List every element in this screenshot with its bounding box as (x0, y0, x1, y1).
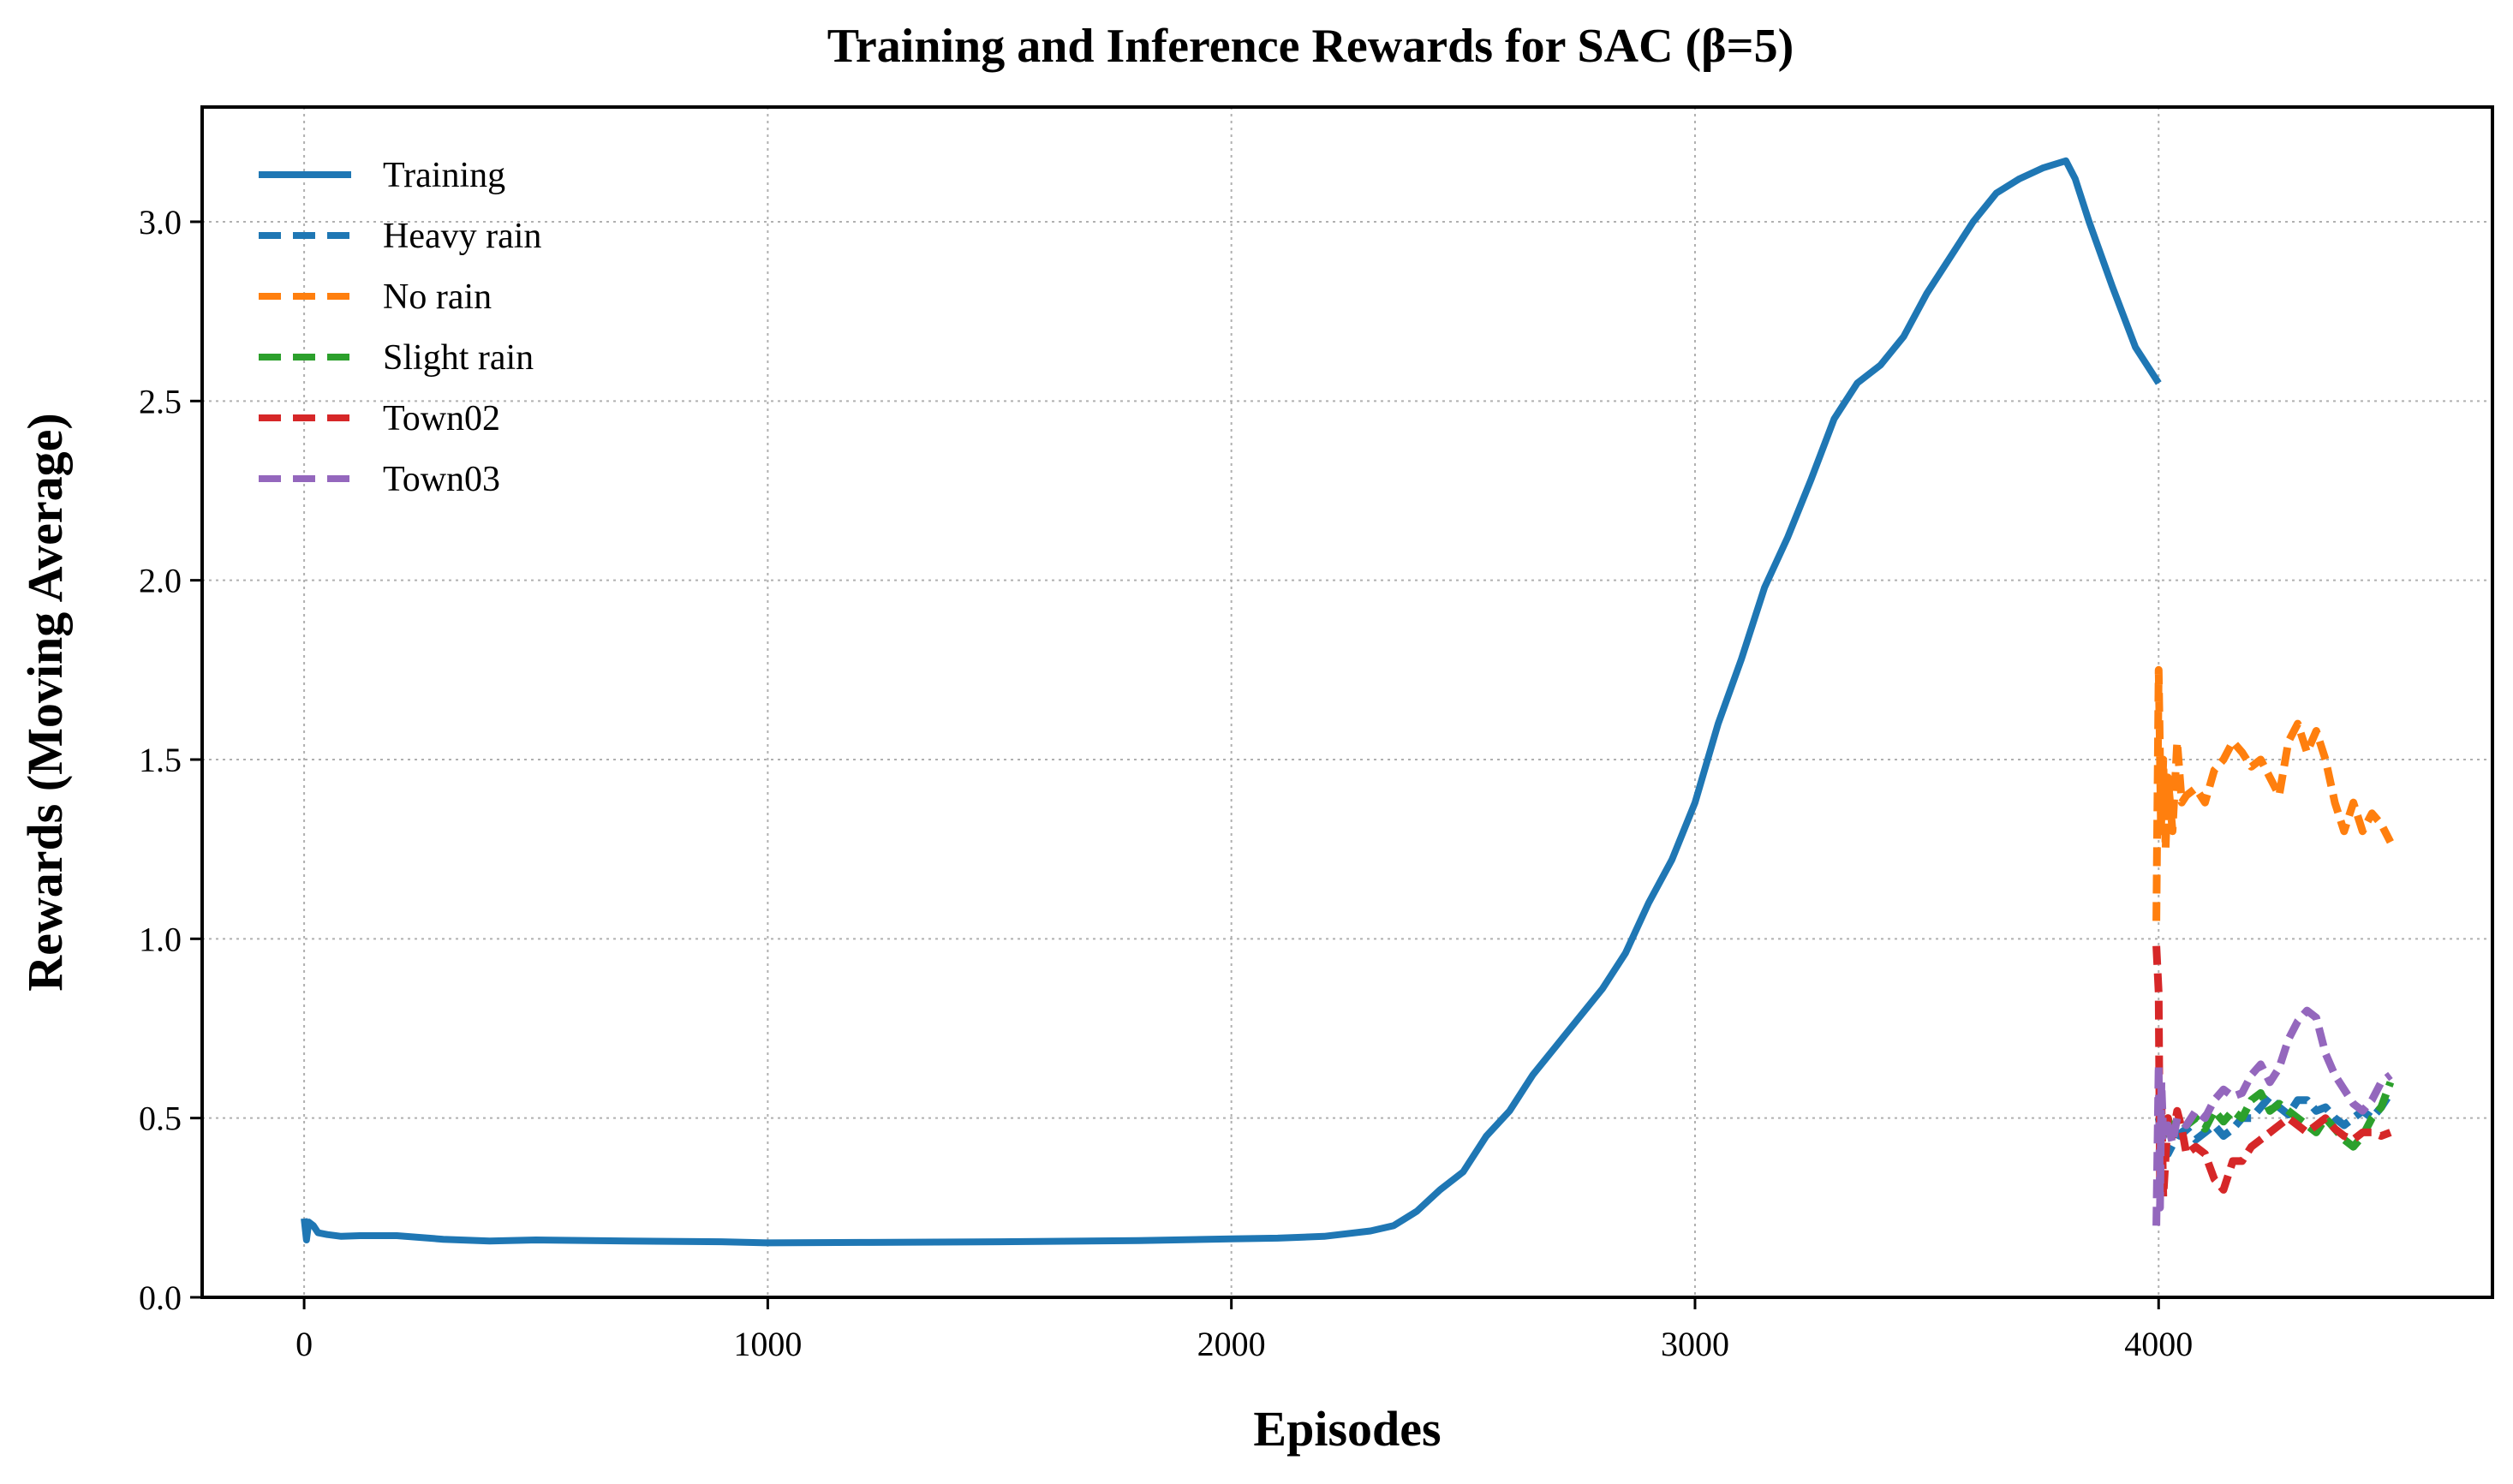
legend-label-heavy-rain: Heavy rain (383, 217, 541, 256)
series-line-training (301, 157, 2162, 1247)
x-tick-label: 0 (295, 1325, 313, 1363)
y-tick-label: 1.5 (139, 741, 182, 779)
y-tick-label: 0.0 (139, 1278, 182, 1317)
y-tick-label: 2.5 (139, 382, 182, 420)
plot-area-frame (200, 105, 2494, 1299)
x-tick-label: 1000 (733, 1325, 802, 1363)
legend-label-town03: Town03 (383, 460, 500, 499)
legend-label-slight-rain: Slight rain (383, 338, 534, 378)
chart-title: Training and Inference Rewards for SAC (… (827, 20, 1794, 73)
y-tick-label: 0.5 (139, 1100, 182, 1138)
series-lines (301, 157, 2395, 1247)
x-tick-label: 2000 (1197, 1325, 1266, 1363)
legend: Training Heavy rain No rain Slight rain Town… (259, 156, 541, 499)
y-tick-label: 2.0 (139, 562, 182, 600)
axis-ticks: 0 1000 2000 3000 4000 0.0 0.5 1.0 1.5 2.0 2.5 3.0 (139, 203, 2193, 1363)
y-tick-label: 3.0 (139, 203, 182, 241)
y-axis-label: Rewards (Moving Average) (17, 413, 73, 991)
legend-label-town02: Town02 (383, 399, 500, 438)
x-tick-label: 3000 (1661, 1325, 1729, 1363)
series-line-town02 (2152, 945, 2392, 1201)
series-line-slight-rain (2155, 1081, 2395, 1151)
y-tick-label: 1.0 (139, 920, 182, 958)
legend-label-training: Training (383, 156, 505, 195)
series-line-town03 (2152, 1006, 2393, 1226)
x-axis-label: Episodes (1253, 1401, 1441, 1457)
grid-lines (202, 107, 2492, 1298)
x-tick-label: 4000 (2124, 1325, 2193, 1363)
series-line-no-rain (2152, 665, 2394, 921)
legend-label-no-rain: No rain (383, 277, 492, 317)
